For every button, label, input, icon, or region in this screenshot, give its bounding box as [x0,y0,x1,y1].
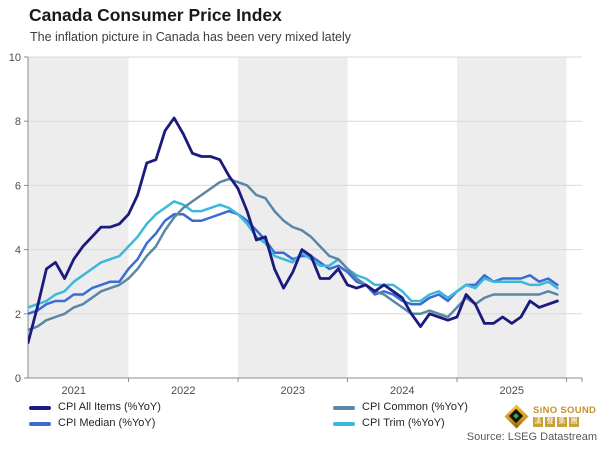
svg-text:0: 0 [15,373,21,385]
svg-text:2025: 2025 [500,385,524,395]
source-attribution: Source: LSEG Datastream [466,431,597,443]
legend-label-median: CPI Median (%YoY) [58,417,156,429]
cpi-line-chart: 0 2 4 6 8 10 2021 2022 2023 2024 2025 [9,52,583,395]
logo-cjk-text: 漢聲集團 [533,417,579,427]
logo-brand-text: SiNO SOUND [533,405,597,416]
legend-item-cpi-median: CPI Median (%YoY) [29,417,161,430]
chart-legend-left: CPI All Items (%YoY) CPI Median (%YoY) [29,401,161,430]
legend-swatch-all-items-icon [29,405,51,410]
svg-text:8: 8 [15,116,21,128]
legend-label-common: CPI Common (%YoY) [362,401,468,413]
svg-text:10: 10 [9,52,21,64]
legend-item-cpi-trim: CPI Trim (%YoY) [333,417,468,430]
svg-text:4: 4 [15,245,21,257]
sino-sound-logo: SiNO SOUND 漢聲集團 [503,403,596,429]
sino-sound-diamond-icon [503,403,529,429]
page-title: Canada Consumer Price Index [29,5,282,25]
svg-text:2024: 2024 [390,385,414,395]
page-subtitle: The inflation picture in Canada has been… [30,30,352,44]
legend-swatch-trim-icon [333,421,355,426]
svg-text:2021: 2021 [62,385,86,395]
legend-item-cpi-all-items: CPI All Items (%YoY) [29,401,161,414]
chart-legend-right: CPI Common (%YoY) CPI Trim (%YoY) [333,401,468,430]
svg-text:6: 6 [15,180,21,192]
legend-label-trim: CPI Trim (%YoY) [362,417,445,429]
svg-text:2022: 2022 [171,385,195,395]
legend-item-cpi-common: CPI Common (%YoY) [333,401,468,414]
legend-label-all-items: CPI All Items (%YoY) [58,401,161,413]
legend-swatch-median-icon [29,421,51,426]
svg-text:2: 2 [15,309,21,321]
svg-text:2023: 2023 [281,385,305,395]
legend-swatch-common-icon [333,405,355,410]
